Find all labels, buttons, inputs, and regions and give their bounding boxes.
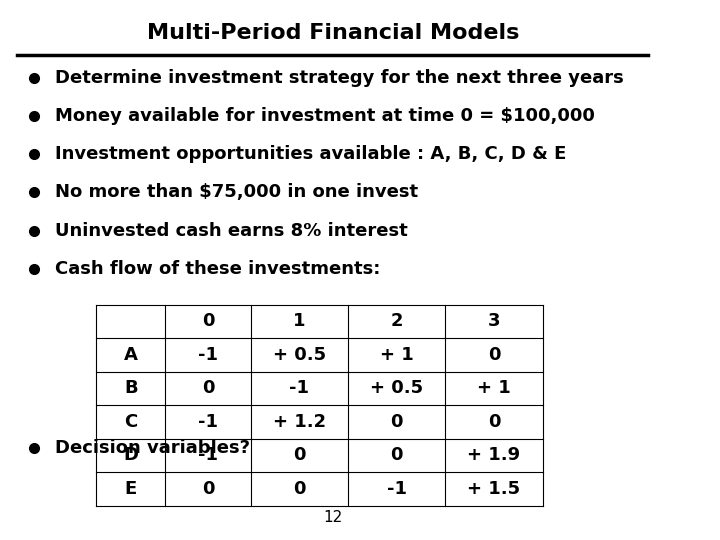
Text: No more than $75,000 in one invest: No more than $75,000 in one invest — [55, 184, 418, 201]
Text: A: A — [124, 346, 138, 364]
Text: + 1: + 1 — [379, 346, 413, 364]
Text: 0: 0 — [293, 480, 305, 498]
Text: Money available for investment at time 0 = $100,000: Money available for investment at time 0… — [55, 107, 595, 125]
Text: 12: 12 — [323, 510, 343, 525]
Text: 0: 0 — [390, 413, 403, 431]
Text: 0: 0 — [293, 446, 305, 464]
Text: C: C — [124, 413, 138, 431]
Text: 1: 1 — [293, 312, 305, 330]
Text: Multi-Period Financial Models: Multi-Period Financial Models — [147, 23, 519, 43]
Text: -1: -1 — [198, 346, 218, 364]
Text: 3: 3 — [487, 312, 500, 330]
Text: E: E — [125, 480, 137, 498]
Text: -1: -1 — [289, 379, 310, 397]
Text: Cash flow of these investments:: Cash flow of these investments: — [55, 260, 381, 278]
Text: B: B — [124, 379, 138, 397]
Text: -1: -1 — [198, 413, 218, 431]
Text: 0: 0 — [202, 312, 215, 330]
Text: Decision variables?: Decision variables? — [55, 439, 251, 457]
Text: 0: 0 — [390, 446, 403, 464]
Text: + 1.9: + 1.9 — [467, 446, 521, 464]
Text: -1: -1 — [387, 480, 407, 498]
Text: 0: 0 — [202, 379, 215, 397]
Text: + 0.5: + 0.5 — [370, 379, 423, 397]
Text: Uninvested cash earns 8% interest: Uninvested cash earns 8% interest — [55, 221, 408, 240]
Text: Determine investment strategy for the next three years: Determine investment strategy for the ne… — [55, 69, 624, 86]
Text: + 1.5: + 1.5 — [467, 480, 521, 498]
Text: + 1.2: + 1.2 — [273, 413, 326, 431]
Text: 0: 0 — [487, 413, 500, 431]
Text: + 0.5: + 0.5 — [273, 346, 326, 364]
Text: 2: 2 — [390, 312, 403, 330]
Text: + 1: + 1 — [477, 379, 510, 397]
Text: D: D — [123, 446, 138, 464]
Text: Investment opportunities available : A, B, C, D & E: Investment opportunities available : A, … — [55, 145, 567, 163]
Text: 0: 0 — [202, 480, 215, 498]
Text: 0: 0 — [487, 346, 500, 364]
Text: -1: -1 — [198, 446, 218, 464]
